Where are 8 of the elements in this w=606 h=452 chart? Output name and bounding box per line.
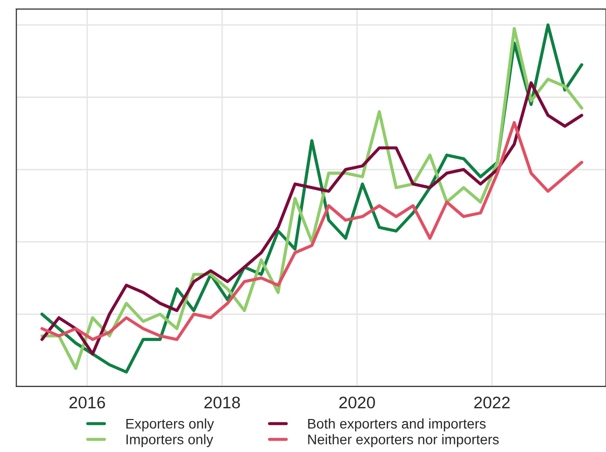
legend-label: Importers only [126, 434, 214, 448]
legend-label: Exporters only [126, 418, 214, 432]
legend-label: Both exporters and importers [308, 418, 486, 432]
x-tick-label: 2022 [474, 396, 510, 408]
x-tick-label: 2016 [70, 396, 106, 408]
x-tick-label: 2020 [339, 396, 375, 408]
legend-label: Neither exporters nor importers [308, 434, 499, 448]
x-tick-label: 2018 [204, 396, 240, 408]
